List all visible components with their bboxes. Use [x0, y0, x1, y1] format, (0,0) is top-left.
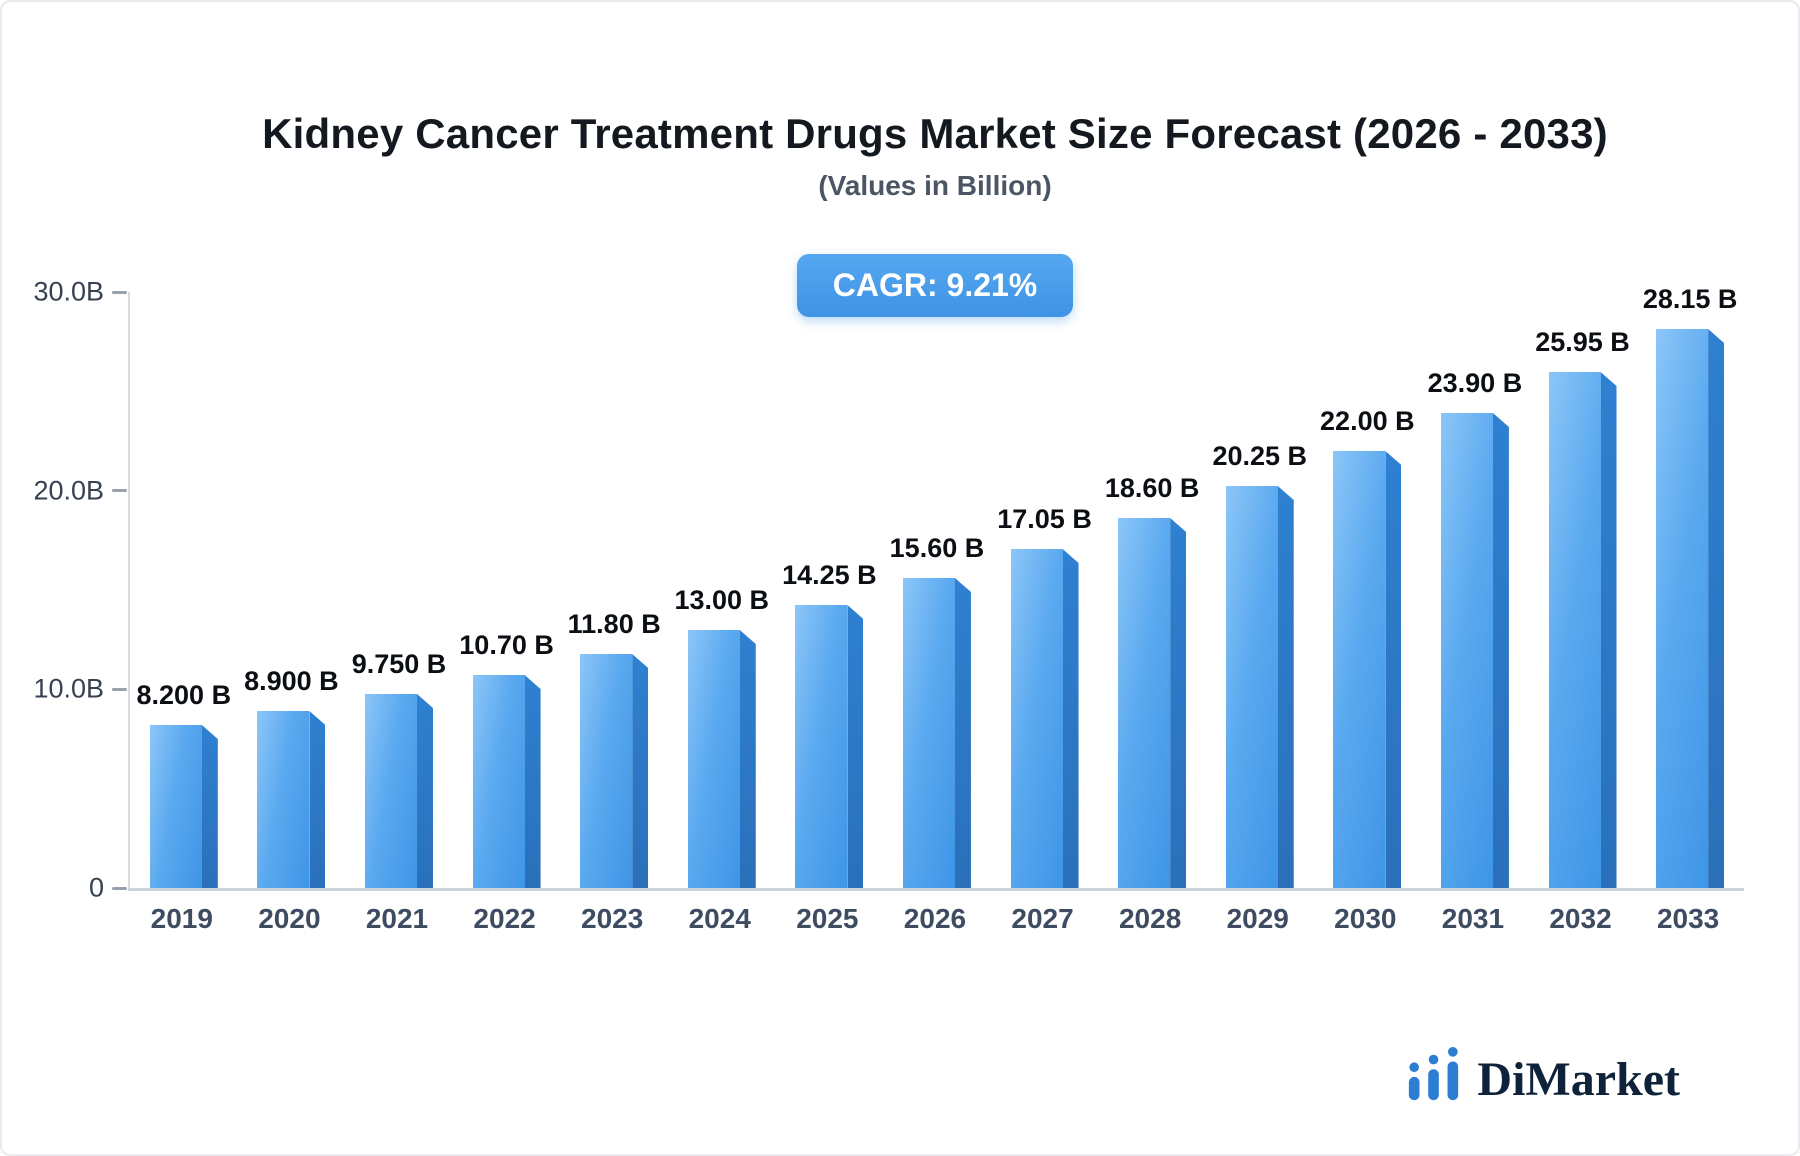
cagr-badge: CAGR: 9.21%	[796, 254, 1074, 317]
brand-name: DiMarket	[1477, 1053, 1680, 1106]
bar-group: 10.70 B	[459, 292, 554, 888]
y-axis-tick	[112, 489, 127, 493]
bar-group: 17.05 B	[997, 292, 1092, 888]
bar	[149, 725, 202, 888]
bar	[1656, 329, 1709, 888]
y-axis-label: 20.0B	[33, 475, 104, 506]
bar-group: 20.25 B	[1212, 292, 1307, 888]
bar-group: 11.80 B	[568, 292, 661, 888]
bar-value-label: 28.15 B	[1642, 284, 1738, 314]
bar	[1010, 549, 1063, 888]
bar-value-label: 11.80 B	[567, 609, 661, 639]
x-axis-label: 2021	[365, 903, 429, 934]
bar-value-label: 8.200 B	[136, 680, 232, 710]
bar-side-face	[309, 711, 326, 888]
bar-group: 18.60 B	[1105, 292, 1199, 888]
x-axis-label: 2020	[258, 903, 321, 934]
x-axis-label: 2033	[1656, 903, 1720, 934]
bar	[1548, 372, 1601, 888]
bar	[902, 578, 955, 888]
x-axis-label: 2022	[473, 903, 536, 934]
bar	[1225, 486, 1278, 888]
bar-side-face	[1708, 329, 1725, 888]
bar-side-face	[1600, 372, 1617, 888]
bar-value-label: 9.750 B	[351, 649, 447, 679]
cagr-badge-row: CAGR: 9.21%	[128, 254, 1742, 317]
bar-side-face	[632, 654, 649, 888]
bar	[795, 605, 848, 888]
bar-value-label: 13.00 B	[674, 585, 770, 615]
bar-side-face	[739, 630, 756, 888]
x-axis-label: 2028	[1118, 903, 1182, 934]
bar-side-face	[1492, 413, 1509, 888]
bar-value-label: 20.25 B	[1212, 441, 1308, 471]
bar	[472, 675, 525, 888]
bar-group: 22.00 B	[1320, 292, 1415, 888]
y-axis-tick	[112, 290, 127, 294]
bar	[687, 630, 740, 888]
y-axis-label: 10.0B	[33, 673, 104, 704]
bar-group: 9.750 B	[352, 292, 446, 888]
x-axis-label: 2023	[581, 903, 644, 934]
plot-area: 8.200 B 8.900 B 9.750 B 10.70 B 11.80 B 13.00…	[128, 284, 1744, 891]
x-axis-label: 2019	[150, 903, 213, 934]
bar-group: 23.90 B	[1428, 292, 1522, 888]
bars: 8.200 B 8.900 B 9.750 B 10.70 B 11.80 B 13.00…	[130, 284, 1744, 888]
bar-side-face	[1277, 486, 1294, 888]
bar-side-face	[524, 675, 541, 888]
bar-value-label: 10.70 B	[459, 630, 554, 660]
bar-side-face	[954, 578, 971, 888]
bar-group: 14.25 B	[782, 292, 877, 888]
bar-value-label: 18.60 B	[1104, 473, 1200, 503]
bar-group: 8.900 B	[244, 292, 339, 888]
bar-value-label: 8.900 B	[244, 666, 339, 696]
bar	[1118, 518, 1171, 888]
bar-value-label: 25.95 B	[1535, 327, 1630, 357]
bar-chart-icon	[1409, 1046, 1459, 1101]
x-axis-label: 2025	[796, 903, 859, 934]
x-axis-label: 2029	[1226, 903, 1289, 934]
brand-logo: DiMarket	[1405, 1046, 1680, 1104]
bar-side-face	[847, 605, 864, 888]
x-axis-label: 2030	[1334, 903, 1397, 934]
y-axis-label: 30.0B	[33, 276, 104, 307]
y-axis-label: 0	[88, 872, 104, 903]
chart-subtitle: (Values in Billion)	[818, 170, 1052, 201]
bar-side-face	[201, 725, 218, 888]
x-axis-label: 2032	[1549, 903, 1612, 934]
chart-title: Kidney Cancer Treatment Drugs Market Siz…	[262, 110, 1608, 157]
bar	[257, 711, 310, 888]
bar-side-face	[1170, 518, 1187, 888]
bar-group: 28.15 B	[1643, 284, 1737, 888]
bar-value-label: 15.60 B	[889, 533, 985, 563]
x-axis-label: 2026	[903, 903, 967, 934]
x-axis-label: 2031	[1441, 903, 1505, 934]
bar-group: 15.60 B	[890, 292, 984, 888]
bar-side-face	[1385, 451, 1402, 888]
bar-group: 13.00 B	[674, 292, 769, 888]
bar-value-label: 17.05 B	[997, 504, 1092, 534]
bar	[580, 654, 633, 888]
bar	[1440, 413, 1493, 888]
bar	[364, 694, 417, 888]
bar-value-label: 22.00 B	[1320, 406, 1415, 436]
y-axis-tick	[112, 886, 127, 890]
bar-group: 25.95 B	[1535, 292, 1630, 888]
bar-value-label: 23.90 B	[1427, 368, 1523, 398]
x-axis-label: 2027	[1011, 903, 1074, 934]
bar-group: 8.200 B	[137, 292, 231, 888]
x-axis-labels: 2019 2020 2021 2022 2023 2024 2025 2026 2027 2028…	[128, 903, 1742, 935]
bar-side-face	[416, 694, 433, 888]
y-axis-tick	[112, 687, 127, 691]
bar-side-face	[1062, 549, 1079, 888]
bar-value-label: 14.25 B	[782, 560, 877, 590]
bar	[1333, 451, 1386, 888]
x-axis-label: 2024	[688, 903, 751, 934]
